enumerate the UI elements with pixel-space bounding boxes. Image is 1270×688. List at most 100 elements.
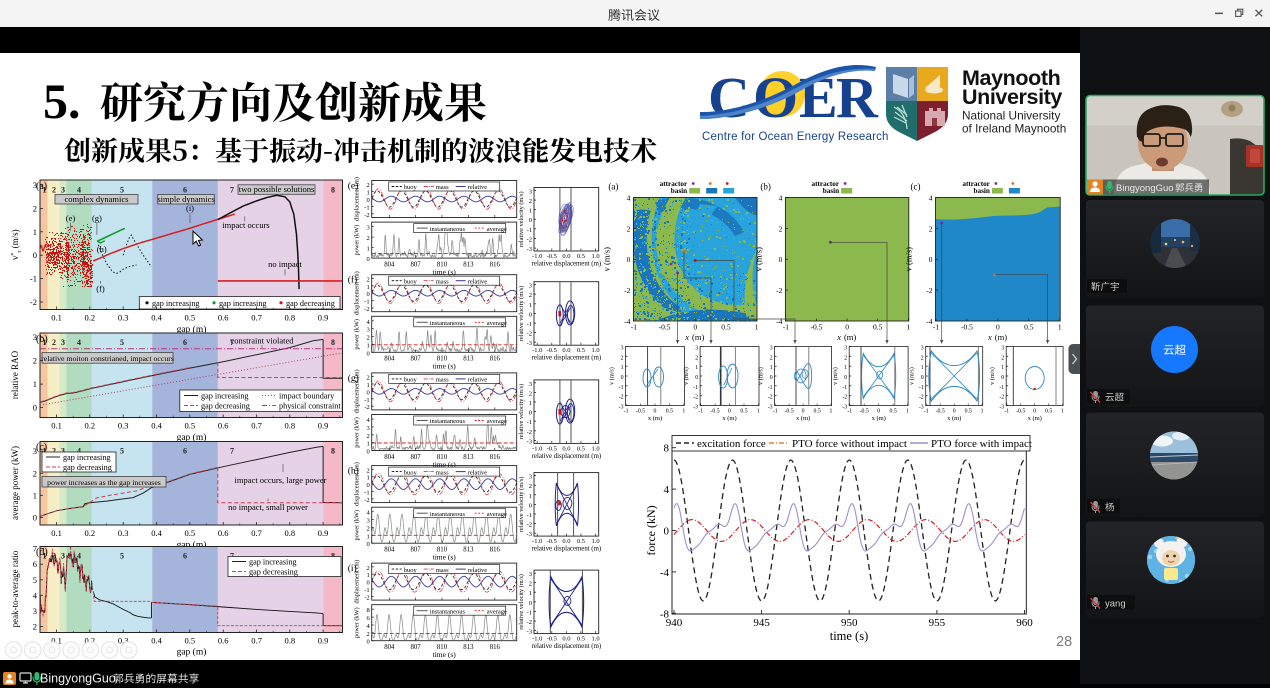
svg-text:relative displacement (m): relative displacement (m): [532, 261, 601, 268]
svg-text:0.7: 0.7: [251, 636, 262, 646]
svg-text:0.6: 0.6: [218, 528, 229, 538]
svg-text:1: 1: [695, 365, 698, 371]
svg-text:7: 7: [230, 447, 234, 456]
svg-text:buoy: buoy: [404, 469, 418, 476]
svg-text:buoy: buoy: [404, 184, 418, 191]
svg-text:R: R: [836, 65, 879, 130]
svg-text:relative velocity (m/s): relative velocity (m/s): [518, 574, 525, 630]
svg-text:v (m/s): v (m/s): [601, 247, 611, 271]
svg-text:buoy: buoy: [404, 377, 418, 384]
svg-text:average: average: [487, 418, 507, 425]
svg-text:v (m/s): v (m/s): [832, 367, 839, 385]
svg-text:gap decreasing: gap decreasing: [63, 463, 112, 472]
svg-text:7: 7: [230, 552, 234, 561]
svg-text:1: 1: [366, 284, 369, 291]
svg-text:804: 804: [384, 356, 395, 363]
svg-text:x: x: [987, 332, 992, 342]
svg-text:4: 4: [77, 447, 81, 456]
svg-text:0.7: 0.7: [251, 528, 262, 538]
svg-text:807: 807: [410, 644, 421, 651]
svg-text:1: 1: [682, 409, 685, 415]
svg-text:-1: -1: [919, 385, 924, 391]
svg-text:0.5: 0.5: [577, 636, 585, 643]
svg-text:-1.0: -1.0: [532, 538, 542, 545]
svg-text:average: average: [487, 320, 507, 327]
svg-text:1: 1: [529, 208, 532, 215]
svg-text:relative moiton constrianed, i: relative moiton constrianed, impact occu…: [41, 354, 174, 363]
svg-text:(a): (a): [608, 182, 618, 192]
svg-text:0.1: 0.1: [51, 313, 62, 323]
svg-text:-0.5: -0.5: [659, 323, 671, 332]
svg-text:0.4: 0.4: [151, 313, 162, 323]
svg-text:(d): (d): [36, 547, 48, 558]
svg-text:mass: mass: [436, 567, 449, 574]
svg-text:2: 2: [621, 355, 624, 361]
svg-text:0: 0: [664, 526, 670, 538]
svg-text:two possible solutions: two possible solutions: [239, 184, 315, 194]
svg-text:-1: -1: [768, 385, 773, 391]
svg-text:0.5: 0.5: [577, 253, 585, 260]
svg-text:0: 0: [33, 403, 37, 413]
svg-text:-4: -4: [660, 567, 670, 579]
svg-text:power (kW): power (kW): [354, 319, 361, 350]
svg-text:-1: -1: [693, 385, 698, 391]
svg-text:-2: -2: [527, 429, 532, 436]
svg-text:-2: -2: [776, 286, 782, 295]
svg-text:0: 0: [366, 449, 369, 456]
svg-text:0.6: 0.6: [218, 313, 229, 323]
svg-text:relative displacement (m): relative displacement (m): [532, 355, 601, 362]
svg-text:gap increasing: gap increasing: [201, 392, 249, 401]
svg-text:0.1: 0.1: [51, 421, 62, 431]
svg-text:813: 813: [463, 262, 474, 269]
svg-text:1: 1: [366, 441, 369, 448]
svg-text:-2: -2: [364, 497, 369, 504]
svg-text:1: 1: [906, 323, 910, 332]
svg-text:impact occurs, large power: impact occurs, large power: [235, 475, 327, 485]
svg-text:8: 8: [331, 338, 335, 347]
svg-text:0.2: 0.2: [84, 636, 95, 646]
svg-text:1: 1: [529, 493, 532, 500]
svg-text:physical constraint: physical constraint: [279, 402, 341, 411]
svg-text:1: 1: [33, 379, 37, 389]
svg-text:relative displacement (m): relative displacement (m): [532, 643, 601, 650]
svg-text:-0.5: -0.5: [636, 409, 645, 415]
svg-text:1: 1: [621, 365, 624, 371]
svg-text:time (s): time (s): [830, 629, 869, 643]
svg-text:1: 1: [755, 323, 759, 332]
svg-text:v (m/s): v (m/s): [989, 367, 996, 385]
svg-text:average: average: [487, 608, 507, 615]
svg-text:0: 0: [1001, 375, 1004, 381]
svg-text:no impact: no impact: [268, 259, 302, 269]
svg-text:-2: -2: [527, 236, 532, 243]
svg-text:2: 2: [33, 203, 37, 213]
svg-text:804: 804: [384, 262, 395, 269]
svg-text:8: 8: [366, 607, 369, 614]
svg-text:excitation force: excitation force: [697, 438, 766, 450]
svg-text:816: 816: [490, 454, 501, 461]
svg-text:x (m): x (m): [796, 415, 810, 422]
svg-text:3: 3: [33, 332, 37, 342]
svg-text:-0.5: -0.5: [547, 538, 557, 545]
svg-text:2: 2: [366, 182, 369, 189]
svg-text:relative: relative: [468, 278, 488, 285]
svg-text:3: 3: [529, 188, 532, 195]
svg-text:time (s): time (s): [433, 460, 457, 469]
svg-text:0: 0: [529, 311, 532, 318]
svg-text:0: 0: [654, 409, 657, 415]
svg-text:displacement (m): displacement (m): [354, 369, 361, 413]
svg-text:(b): (b): [760, 182, 771, 192]
svg-text:-3: -3: [527, 531, 532, 538]
svg-text:x (m): x (m): [872, 415, 886, 422]
svg-text:-2: -2: [364, 306, 369, 313]
svg-text:0.0: 0.0: [562, 538, 570, 545]
svg-text:0.8: 0.8: [284, 313, 295, 323]
svg-text:813: 813: [463, 644, 474, 651]
svg-text:0.5: 0.5: [813, 409, 820, 415]
svg-text:2: 2: [529, 292, 532, 299]
svg-text:3: 3: [61, 447, 65, 456]
svg-text:-1: -1: [527, 419, 532, 426]
svg-text:813: 813: [463, 454, 474, 461]
svg-text:0.5: 0.5: [184, 313, 195, 323]
svg-text:0.2: 0.2: [84, 313, 95, 323]
svg-text:-2: -2: [364, 404, 369, 411]
